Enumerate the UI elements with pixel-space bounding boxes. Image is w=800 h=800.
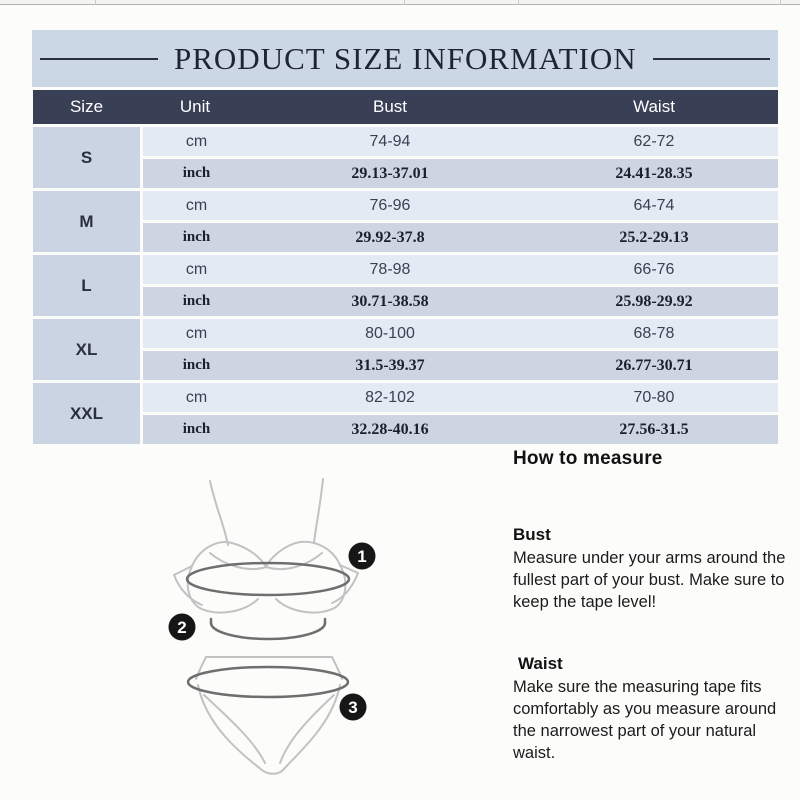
inch-bust-value: 31.5-39.37 — [355, 356, 425, 374]
unit-label-cm: cm — [185, 132, 208, 150]
top-edge-tick — [95, 0, 96, 5]
waist-tape-line — [209, 617, 327, 641]
inch-row: inch 29.13-37.01 24.41-28.35 — [143, 159, 778, 188]
unit-label-inch: inch — [182, 357, 211, 373]
cm-row: cm 80-100 68-78 — [143, 319, 778, 348]
inch-waist-value: 26.77-30.71 — [615, 356, 693, 374]
size-row-group-l: L cm 78-98 66-76 inch 30.71-38.58 25.98-… — [33, 255, 778, 316]
marker-1: 1 — [348, 542, 376, 570]
cm-row: cm 82-102 70-80 — [143, 383, 778, 412]
size-row-group-xxl: XXL cm 82-102 70-80 inch 32.28-40.16 27.… — [33, 383, 778, 444]
marker-3-number: 3 — [348, 698, 357, 717]
waist-section: Waist Make sure the measuring tape fits … — [513, 654, 800, 765]
inch-row: inch 31.5-39.37 26.77-30.71 — [143, 351, 778, 380]
cm-row: cm 78-98 66-76 — [143, 255, 778, 284]
inch-bust-value: 30.71-38.58 — [351, 292, 429, 310]
marker-3: 3 — [339, 693, 367, 721]
size-label: XL — [33, 319, 140, 380]
title-dash-right — [652, 57, 770, 60]
bikini-bottom-illustration — [195, 656, 343, 775]
header-size: Size — [69, 97, 104, 116]
header-unit: Unit — [179, 97, 211, 116]
size-label: S — [33, 127, 140, 188]
measure-guide-heading: How to measure — [513, 448, 663, 469]
header-waist: Waist — [633, 97, 675, 116]
waist-section-text: Make sure the measuring tape fits comfor… — [513, 677, 777, 762]
cm-waist-value: 66-76 — [633, 260, 675, 278]
unit-label-inch: inch — [182, 165, 211, 181]
header-bust: Bust — [372, 97, 408, 116]
unit-label-inch: inch — [182, 229, 211, 245]
marker-2: 2 — [168, 613, 196, 641]
inch-waist-value: 27.56-31.5 — [619, 420, 689, 438]
size-row-group-m: M cm 76-96 64-74 inch 29.92-37.8 25.2-29… — [33, 191, 778, 252]
bust-section: Bust Measure under your arms around the … — [513, 525, 800, 614]
marker-1-number: 1 — [357, 547, 366, 566]
top-edge-tick — [780, 0, 781, 5]
inch-bust-value: 29.13-37.01 — [351, 164, 429, 182]
inch-row: inch 32.28-40.16 27.56-31.5 — [143, 415, 778, 444]
title-banner: PRODUCT SIZE INFORMATION — [32, 30, 778, 87]
inch-bust-value: 29.92-37.8 — [355, 228, 425, 246]
inch-row: inch 30.71-38.58 25.98-29.92 — [143, 287, 778, 316]
inch-waist-value: 24.41-28.35 — [615, 164, 693, 182]
size-chart-header-row: Size Unit Bust Waist — [33, 90, 778, 124]
measure-guide: How to measure Bust Measure under your a… — [513, 448, 800, 765]
title-dash-left — [40, 57, 158, 60]
cm-bust-value: 82-102 — [365, 388, 415, 406]
size-label: L — [33, 255, 140, 316]
inch-waist-value: 25.2-29.13 — [619, 228, 689, 246]
cm-waist-value: 70-80 — [633, 388, 675, 406]
cm-bust-value: 80-100 — [365, 324, 415, 342]
cm-row: cm 74-94 62-72 — [143, 127, 778, 156]
inch-row: inch 29.92-37.8 25.2-29.13 — [143, 223, 778, 252]
size-label: M — [33, 191, 140, 252]
size-label: XXL — [33, 383, 140, 444]
inch-waist-value: 25.98-29.92 — [615, 292, 693, 310]
bust-section-label: Bust — [513, 525, 551, 544]
unit-label-cm: cm — [185, 324, 208, 342]
measurement-diagram: 1 2 3 — [168, 478, 376, 775]
unit-label-cm: cm — [185, 388, 208, 406]
page-title: PRODUCT SIZE INFORMATION — [174, 40, 637, 76]
inch-bust-value: 32.28-40.16 — [351, 420, 429, 438]
waist-section-label: Waist — [518, 653, 563, 673]
size-row-group-xl: XL cm 80-100 68-78 inch 31.5-39.37 26.77… — [33, 319, 778, 380]
bust-section-text: Measure under your arms around the fulle… — [513, 549, 786, 611]
top-edge-tick — [518, 0, 519, 5]
cm-bust-value: 76-96 — [369, 196, 411, 214]
top-edge-strip — [0, 0, 800, 5]
unit-label-inch: inch — [182, 421, 211, 437]
bikini-top-illustration — [173, 478, 359, 614]
cm-waist-value: 68-78 — [633, 324, 675, 342]
hip-tape-line — [186, 665, 350, 699]
cm-waist-value: 64-74 — [633, 196, 675, 214]
cm-row: cm 76-96 64-74 — [143, 191, 778, 220]
size-chart-table: Size Unit Bust Waist S cm 74-94 62-72 in… — [33, 90, 778, 444]
top-edge-tick — [404, 0, 405, 5]
bust-tape-line — [185, 561, 351, 597]
marker-2-number: 2 — [177, 618, 186, 637]
unit-label-inch: inch — [182, 293, 211, 309]
size-row-group-s: S cm 74-94 62-72 inch 29.13-37.01 24.41-… — [33, 127, 778, 188]
cm-waist-value: 62-72 — [633, 132, 675, 150]
cm-bust-value: 74-94 — [369, 132, 411, 150]
cm-bust-value: 78-98 — [369, 260, 411, 278]
unit-label-cm: cm — [185, 196, 208, 214]
unit-label-cm: cm — [185, 260, 208, 278]
